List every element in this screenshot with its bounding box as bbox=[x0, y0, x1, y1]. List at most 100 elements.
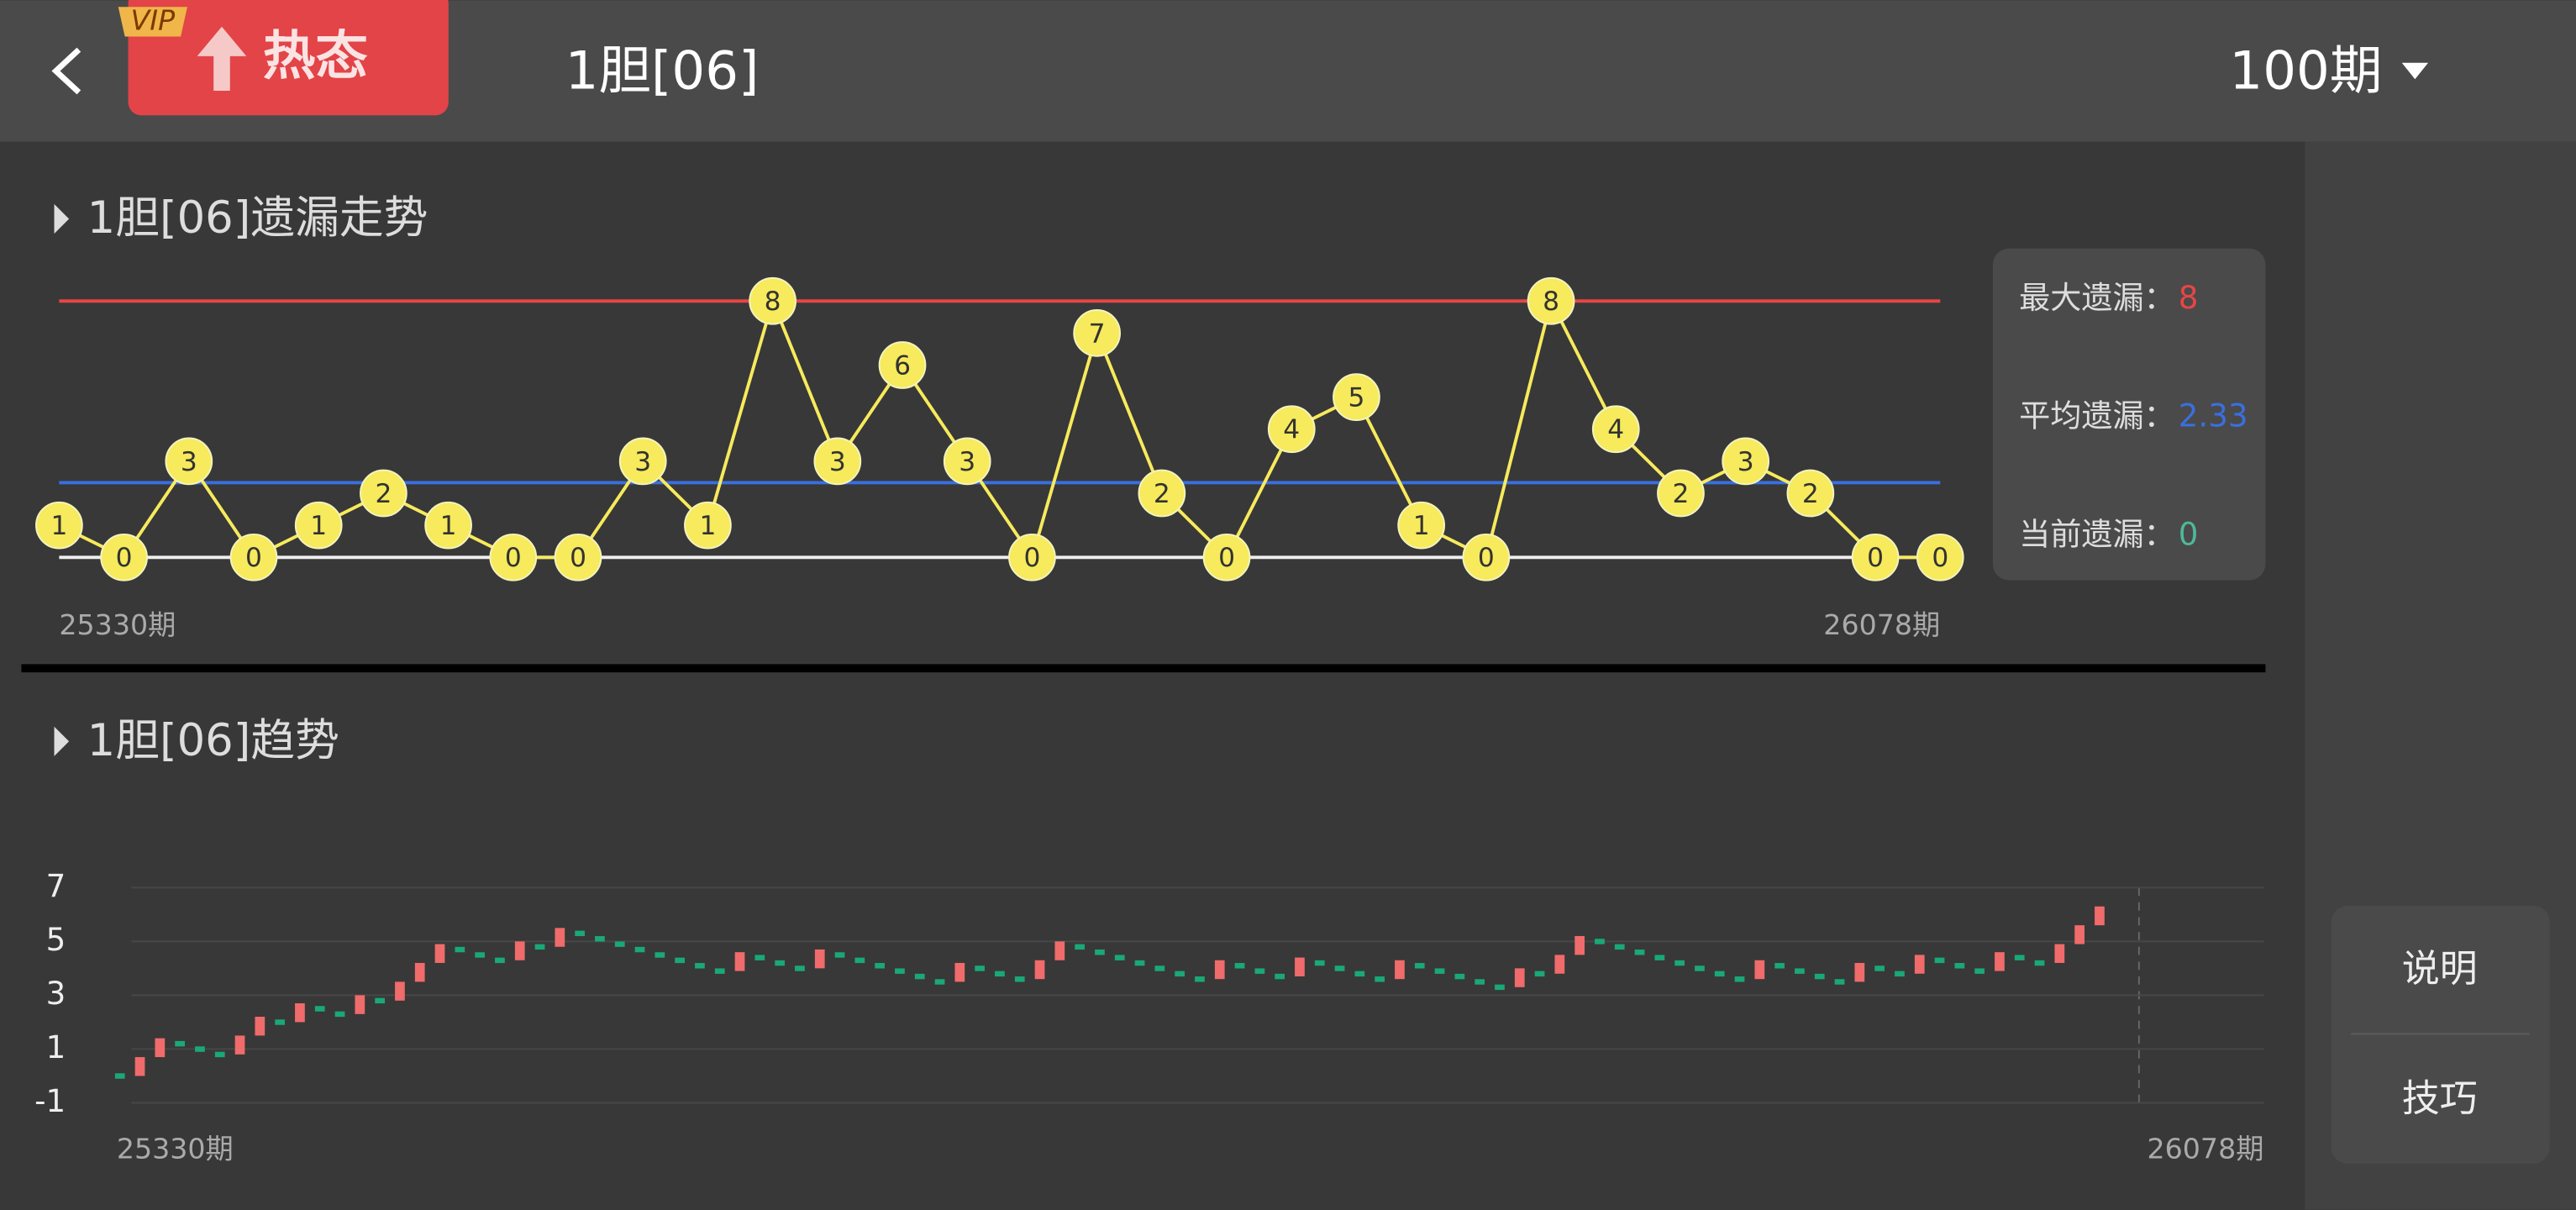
fall-bar bbox=[655, 952, 665, 958]
point-label: 4 bbox=[1283, 415, 1300, 445]
point-label: 0 bbox=[116, 543, 133, 573]
point bbox=[229, 533, 278, 581]
fall-bar bbox=[1834, 979, 1845, 985]
point-label: 1 bbox=[50, 511, 67, 541]
vip-tag bbox=[118, 7, 187, 37]
divider bbox=[21, 664, 2266, 673]
fall-bar bbox=[1734, 976, 1745, 982]
period-select[interactable]: 100期 bbox=[2229, 40, 2382, 102]
fall-bar bbox=[714, 968, 725, 974]
rise-bar bbox=[414, 962, 425, 982]
rise-bar bbox=[395, 981, 405, 1001]
dropdown-arrow[interactable] bbox=[2401, 62, 2429, 80]
y-tick-label: 1 bbox=[46, 1029, 66, 1065]
point bbox=[294, 501, 343, 550]
point bbox=[489, 533, 538, 581]
point-label: 0 bbox=[505, 543, 522, 573]
fall-bar bbox=[1634, 950, 1645, 955]
fall-bar bbox=[455, 946, 465, 953]
fall-bar bbox=[875, 963, 886, 969]
fall-bar bbox=[275, 1019, 286, 1025]
vip-text: VIP bbox=[131, 3, 176, 36]
point-label: 0 bbox=[1867, 543, 1884, 573]
rise-bar bbox=[2054, 944, 2065, 963]
hot-badge[interactable] bbox=[128, 0, 449, 116]
fall-bar bbox=[775, 960, 786, 966]
fall-bar bbox=[1534, 971, 1545, 977]
rise-bar bbox=[1754, 960, 1765, 980]
fall-bar bbox=[614, 941, 625, 947]
fall-bar bbox=[1175, 971, 1185, 977]
fall-bar bbox=[1614, 944, 1625, 950]
fall-bar bbox=[1195, 976, 1205, 982]
fall-bar bbox=[1795, 968, 1805, 974]
fall-bar bbox=[834, 952, 845, 958]
x-label: 25330期 bbox=[59, 608, 176, 641]
x-label: 26078期 bbox=[2148, 1133, 2264, 1165]
fall-bar bbox=[975, 965, 986, 971]
fall-bar bbox=[334, 1011, 345, 1018]
y-tick-label: 7 bbox=[46, 868, 66, 904]
fall-bar bbox=[1154, 965, 1165, 971]
point-label: 2 bbox=[1154, 479, 1170, 509]
fall-bar bbox=[1354, 971, 1365, 977]
rise-bar bbox=[1054, 941, 1065, 960]
back-button[interactable] bbox=[51, 47, 81, 95]
point bbox=[618, 437, 667, 486]
point-label: 2 bbox=[375, 479, 392, 509]
fall-bar bbox=[1314, 960, 1325, 966]
fall-bar bbox=[1334, 965, 1345, 971]
rise-bar bbox=[1995, 952, 2005, 971]
rise-bar bbox=[2074, 925, 2085, 944]
fall-bar bbox=[475, 952, 486, 958]
point bbox=[1851, 533, 1900, 581]
badge-text: 热态 bbox=[263, 25, 368, 87]
point bbox=[424, 501, 472, 550]
y-tick-label: 3 bbox=[46, 976, 66, 1012]
up-arrow-icon bbox=[197, 26, 247, 91]
point bbox=[1462, 533, 1511, 581]
point bbox=[1008, 533, 1056, 581]
rise-bar bbox=[1914, 955, 1925, 974]
fall-bar bbox=[1375, 976, 1385, 982]
point bbox=[1916, 533, 1964, 581]
fall-bar bbox=[1595, 939, 1605, 944]
point-label: 3 bbox=[959, 447, 975, 477]
rise-bar bbox=[1395, 960, 1405, 980]
point-label: 2 bbox=[1673, 479, 1690, 509]
point-label: 2 bbox=[1802, 479, 1819, 509]
rise-bar bbox=[1295, 957, 1305, 976]
stats-box bbox=[1992, 248, 2266, 581]
fall-bar bbox=[1434, 968, 1445, 974]
point-label: 0 bbox=[245, 543, 262, 573]
rise-bar bbox=[734, 952, 745, 971]
fall-bar bbox=[214, 1051, 225, 1058]
fall-bar bbox=[1895, 971, 1905, 977]
fall-bar bbox=[1495, 984, 1505, 991]
point bbox=[1657, 469, 1705, 518]
fall-bar bbox=[1654, 955, 1665, 960]
rise-bar bbox=[1514, 968, 1525, 987]
point-label: 8 bbox=[1543, 287, 1559, 317]
point bbox=[1722, 437, 1770, 486]
fall-bar bbox=[375, 997, 386, 1004]
fall-bar bbox=[1014, 976, 1025, 982]
rise-bar bbox=[134, 1057, 145, 1076]
fall-bar bbox=[1075, 944, 1086, 950]
fall-bar bbox=[934, 979, 945, 985]
point-label: 4 bbox=[1607, 415, 1624, 445]
side-button[interactable]: 说明 bbox=[2402, 946, 2478, 991]
section-marker bbox=[54, 726, 70, 756]
point bbox=[35, 501, 83, 550]
fall-bar bbox=[1774, 963, 1785, 969]
stat-label: 平均遗漏： bbox=[2019, 398, 2175, 434]
rise-bar bbox=[1214, 960, 1225, 980]
stat-label: 最大遗漏： bbox=[2019, 280, 2175, 316]
fall-bar bbox=[1874, 965, 1885, 971]
stat-value: 0 bbox=[2179, 516, 2199, 552]
fall-bar bbox=[2034, 960, 2045, 966]
fall-bar bbox=[175, 1040, 186, 1047]
side-button[interactable]: 技巧 bbox=[2402, 1076, 2478, 1121]
